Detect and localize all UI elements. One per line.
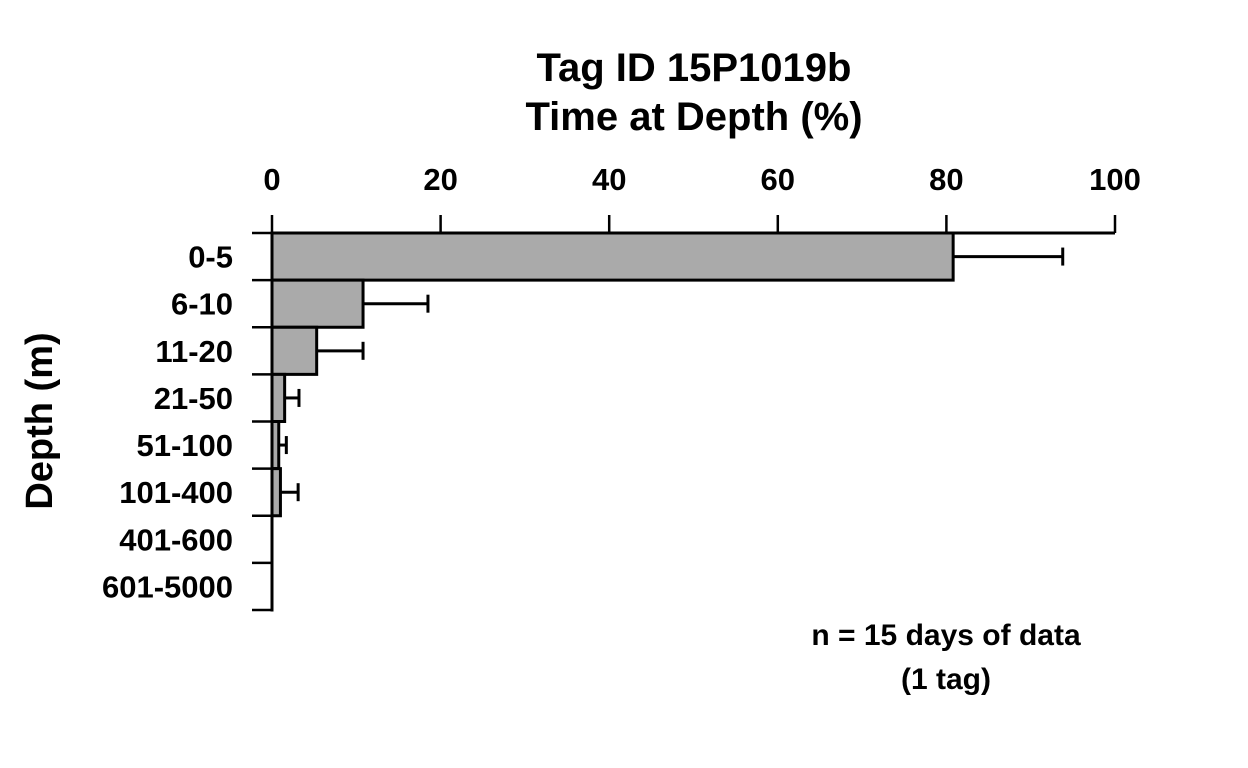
bar-0-5 [270, 231, 955, 282]
chart-title-line2: Time at Depth (%) [525, 95, 862, 139]
category-label-0-5: 0-5 [188, 240, 233, 275]
bar-11-20 [270, 325, 319, 376]
x-tick-label-20: 20 [423, 162, 457, 197]
bar-6-10 [270, 278, 365, 329]
x-tick-label-100: 100 [1089, 162, 1141, 197]
category-label-6-10: 6-10 [171, 287, 233, 322]
category-label-11-20: 11-20 [155, 334, 233, 369]
bar-21-50 [270, 372, 287, 423]
plot-area: 0 20 40 60 80 100 0-5 6-10 11-20 21-50 51-100 101-4… [102, 162, 1141, 612]
category-label-21-50: 21-50 [154, 381, 233, 416]
category-label-401-600: 401-600 [119, 522, 233, 557]
x-tick-label-40: 40 [592, 162, 626, 197]
category-label-601-5000: 601-5000 [102, 569, 233, 604]
annotation-line1: n = 15 days of data [811, 619, 1081, 652]
y-axis-title: Depth (m) [19, 332, 61, 509]
x-tick-label-60: 60 [761, 162, 795, 197]
x-tick-label-80: 80 [929, 162, 963, 197]
x-tick-label-0: 0 [263, 162, 280, 197]
category-label-101-400: 101-400 [119, 475, 233, 510]
chart-title-line1: Tag ID 15P1019b [537, 46, 852, 90]
annotation-line2: (1 tag) [901, 663, 991, 696]
category-label-51-100: 51-100 [136, 428, 233, 463]
